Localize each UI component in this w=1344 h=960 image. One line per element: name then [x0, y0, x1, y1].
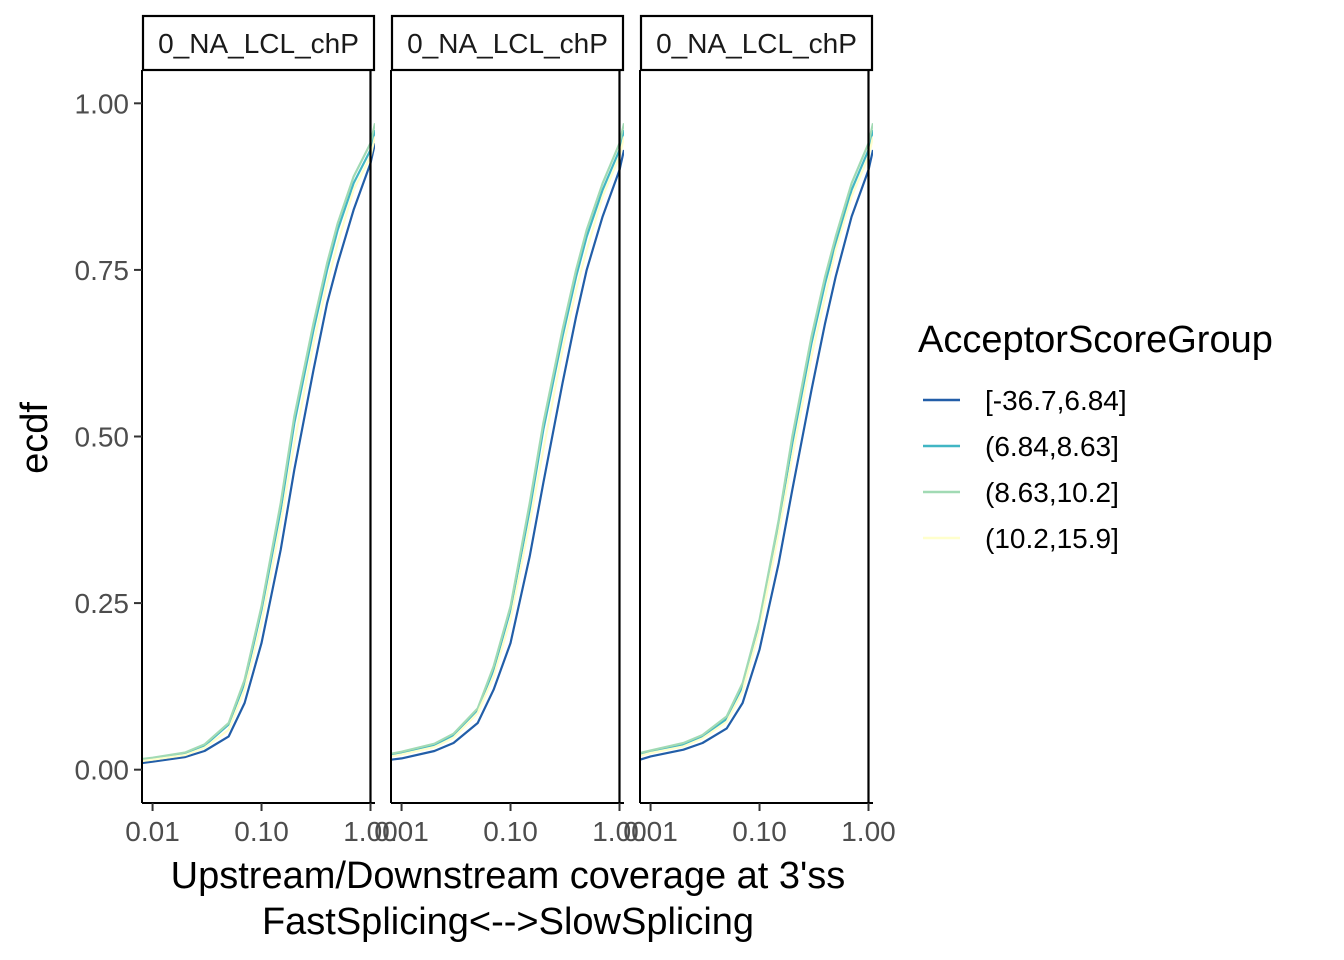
- series-line: [640, 136, 873, 757]
- facet-panel: 0_NA_LCL_chP 0.01 0.10 1.00: [125, 14, 398, 847]
- series-lines: [640, 123, 873, 761]
- series-line: [142, 123, 375, 761]
- series-line: [142, 143, 375, 765]
- series-line: [391, 123, 624, 755]
- x-tick-label: 1.00: [343, 816, 398, 847]
- legend-title: AcceptorScoreGroup: [918, 319, 1273, 361]
- strip-label: 0_NA_LCL_chP: [158, 28, 359, 59]
- series-line: [391, 129, 624, 757]
- series-line: [640, 149, 873, 761]
- series-line: [391, 136, 624, 758]
- y-tick-label: 0.00: [75, 755, 130, 786]
- legend-label: [-36.7,6.84]: [985, 385, 1127, 416]
- y-tick-label: 0.25: [75, 588, 130, 619]
- series-line: [142, 136, 375, 763]
- series-line: [142, 129, 375, 761]
- x-tick-label: 1.00: [841, 816, 896, 847]
- x-axis-subtitle: FastSplicing<-->SlowSplicing: [262, 901, 754, 943]
- y-axis: 0.00 0.25 0.50 0.75 1.00: [75, 88, 142, 786]
- legend-item: (8.63,10.2]: [923, 477, 1119, 508]
- series-lines: [142, 123, 375, 765]
- facet-panel: 0_NA_LCL_chP 0.01 0.10 1.00: [374, 14, 647, 847]
- x-tick-label: 0.10: [483, 816, 538, 847]
- legend-items: [-36.7,6.84] (6.84,8.63] (8.63,10.2] (10.2,…: [923, 385, 1127, 554]
- y-tick-label: 0.75: [75, 255, 130, 286]
- legend-label: (8.63,10.2]: [985, 477, 1119, 508]
- x-tick-label: 1.00: [592, 816, 647, 847]
- x-tick-label: 0.01: [374, 816, 429, 847]
- legend-item: [-36.7,6.84]: [923, 385, 1127, 416]
- facet-panel: 0_NA_LCL_chP 0.01 0.10 1.00: [623, 14, 896, 847]
- x-tick-label: 0.01: [125, 816, 180, 847]
- y-tick-label: 0.50: [75, 422, 130, 453]
- legend-item: (10.2,15.9]: [923, 523, 1119, 554]
- series-line: [391, 149, 624, 761]
- x-tick-label: 0.01: [623, 816, 678, 847]
- facet-panels: 0_NA_LCL_chP 0.01 0.10 1.00 0_NA_LCL_chP 0.01…: [125, 14, 896, 847]
- x-tick-label: 0.10: [234, 816, 289, 847]
- x-tick-label: 0.10: [732, 816, 787, 847]
- series-lines: [391, 123, 624, 761]
- series-line: [640, 123, 873, 755]
- x-axis-title: Upstream/Downstream coverage at 3'ss: [171, 855, 846, 897]
- legend: AcceptorScoreGroup [-36.7,6.84] (6.84,8.6…: [918, 319, 1273, 554]
- strip-label: 0_NA_LCL_chP: [407, 28, 608, 59]
- legend-item: (6.84,8.63]: [923, 431, 1119, 462]
- y-tick-label: 1.00: [75, 88, 130, 119]
- y-axis-title: ecdf: [14, 402, 56, 474]
- legend-label: (10.2,15.9]: [985, 523, 1119, 554]
- strip-label: 0_NA_LCL_chP: [656, 28, 857, 59]
- strip-box: [141, 14, 376, 72]
- legend-label: (6.84,8.63]: [985, 431, 1119, 462]
- strip-box: [390, 14, 625, 72]
- strip-box: [639, 14, 874, 72]
